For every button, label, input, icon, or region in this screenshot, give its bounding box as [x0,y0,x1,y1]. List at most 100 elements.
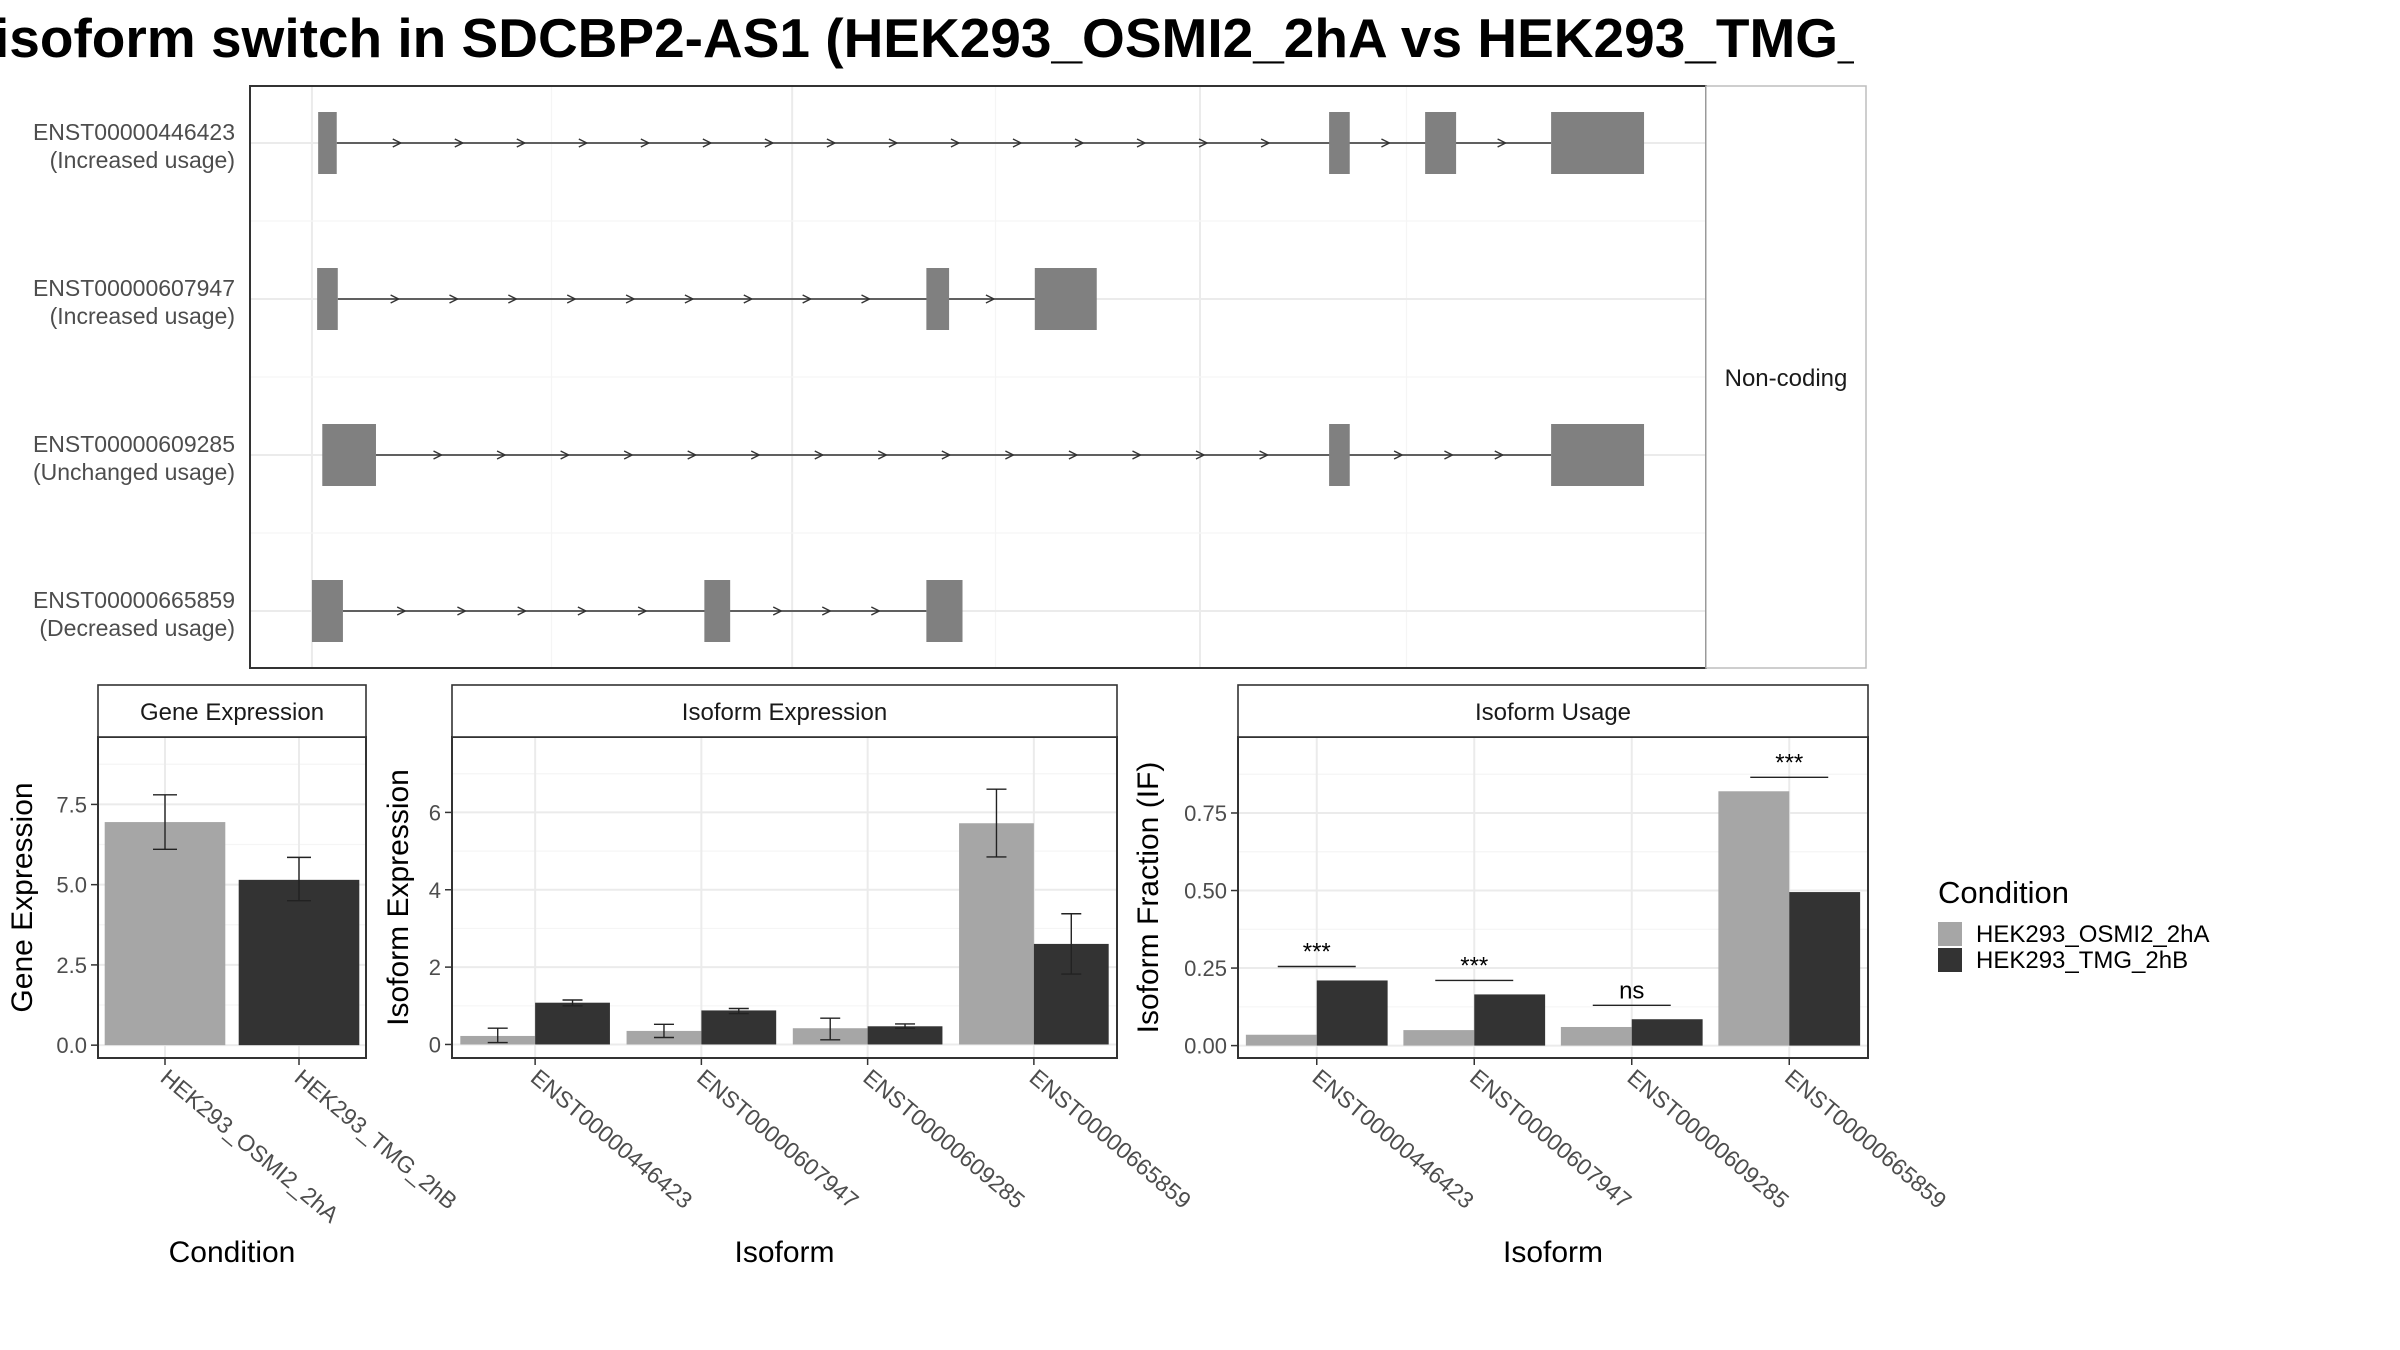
intron-arrow [637,606,648,616]
transcript-usage-label: (Decreased usage) [39,615,235,641]
facet-label-non-coding: Non-coding [1725,365,1848,392]
intron-arrow [1005,450,1015,460]
intron-arrow [1198,138,1209,148]
bar [1560,1026,1632,1046]
y-tick-label: 5.0 [56,873,87,898]
intron-arrow [814,450,825,460]
transcript-usage-label: (Increased usage) [50,303,235,329]
intron-arrow [457,606,467,616]
bar [535,1002,610,1045]
legend-label: HEK293_TMG_2hB [1976,947,2188,974]
bar [238,879,360,1046]
intron-arrow [1074,138,1085,148]
exon-block [1551,112,1645,174]
intron-arrow [1497,138,1508,148]
bar [1789,892,1861,1046]
intron-arrow [517,606,528,616]
intron-arrow [623,450,634,460]
y-tick-label: 0.00 [1184,1034,1227,1059]
transcript-id-label: ENST00000607947 [33,275,235,301]
intron-arrow [454,138,465,148]
intron-arrow [871,606,881,616]
bar [104,822,226,1046]
panel-strip [1237,684,1869,738]
y-tick-label: 0.75 [1184,801,1227,826]
exon-block [1329,112,1350,174]
bar [1474,994,1546,1046]
intron-arrow [1494,450,1505,460]
exon-block [1425,112,1457,174]
exon-block [704,580,731,642]
intron-arrow [516,138,527,148]
panel-strip [451,684,1118,738]
intron-arrow [449,294,460,304]
intron-arrow [702,138,713,148]
isoform-usage-panel: 0.00 0.25 0.50 0.75 *** *** ns *** ENST000004464… [1132,684,1952,1269]
x-axis-title: Isoform [1503,1236,1603,1269]
transcript-id-label: ENST00000609285 [33,431,235,457]
intron-arrow [1132,450,1143,460]
exon-block [1329,424,1350,486]
x-axis-title: Condition [169,1236,296,1269]
bar [1718,791,1790,1046]
exon-block [322,424,376,486]
intron-arrow [566,294,577,304]
isoform-expression-panel: 0246ENST00000446423ENST00000607947ENST00… [382,684,1197,1269]
x-tick-label: ENST00000446423 [526,1064,698,1214]
intron-arrow [433,450,444,460]
intron-arrow [1195,450,1206,460]
intron-arrow [684,294,695,304]
intron-arrow [396,606,407,616]
intron-arrow [560,450,571,460]
y-tick-label: 0 [429,1032,441,1057]
y-axis-title: Gene Expression [6,782,39,1012]
bar [701,1010,777,1045]
legend-swatch [1938,922,1962,946]
y-tick-label: 4 [429,878,441,903]
intron-arrow [1012,138,1023,148]
transcript-usage-label: (Unchanged usage) [33,459,235,485]
intron-arrow [764,138,775,148]
exon-block [926,268,950,330]
significance-label: *** [1303,939,1331,966]
significance-label: *** [1775,749,1803,776]
intron-arrow [1259,450,1270,460]
chart-title: isoform switch in SDCBP2-AS1 (HEK293_OSM… [0,7,1854,69]
intron-arrow [985,294,996,304]
intron-arrow [750,450,761,460]
bar [867,1026,943,1045]
gene-structure-panel: ENST00000446423(Increased usage)ENST0000… [33,85,1867,669]
transcript-id-label: ENST00000446423 [33,119,235,145]
y-tick-label: 2.5 [56,953,87,978]
bar [959,823,1034,1045]
x-tick-label: ENST00000446423 [1308,1064,1480,1214]
intron-arrow [625,294,636,304]
y-tick-label: 2 [429,955,441,980]
y-tick-label: 0.0 [56,1033,87,1058]
x-axis-title: Isoform [734,1236,834,1269]
significance-label: ns [1619,977,1644,1004]
y-tick-label: 0.50 [1184,879,1227,904]
exon-block [1551,424,1645,486]
bar [1316,980,1388,1046]
intron-arrow [802,294,813,304]
x-tick-label: ENST00000665859 [1025,1064,1197,1214]
intron-arrow [826,138,837,148]
x-tick-label: ENST00000609285 [1623,1064,1795,1214]
exon-block [926,580,963,642]
legend-label: HEK293_OSMI2_2hA [1976,921,2209,948]
intron-arrow [772,606,783,616]
exon-block [317,268,338,330]
intron-arrow [1136,138,1147,148]
bar [1403,1030,1475,1046]
x-tick-label: ENST00000609285 [858,1064,1030,1214]
y-tick-label: 6 [429,800,441,825]
intron-arrow [577,606,588,616]
intron-arrow [1068,450,1079,460]
y-axis-title: Isoform Expression [382,769,415,1026]
exon-block [311,580,343,642]
intron-arrow [687,450,698,460]
intron-arrow [861,294,872,304]
panel-strip-label: Gene Expression [140,699,324,726]
